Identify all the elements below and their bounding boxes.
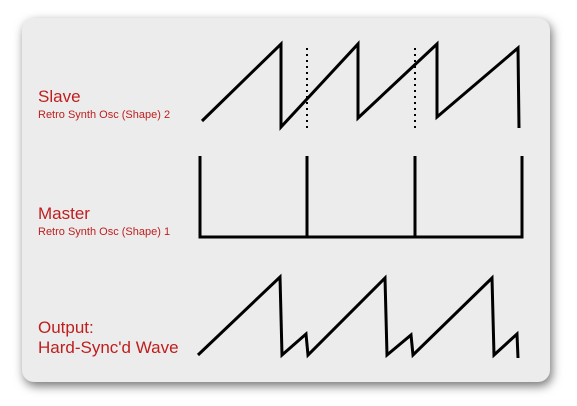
diagram-panel [22, 18, 550, 382]
output-label: Output: Hard-Sync'd Wave [38, 318, 179, 358]
output-hard-sync-wave [196, 273, 520, 359]
output-title-line1: Output: [38, 318, 94, 337]
slave-subtitle: Retro Synth Osc (Shape) 2 [38, 109, 171, 121]
output-title-line2: Hard-Sync'd Wave [38, 338, 179, 357]
slave-title: Slave [38, 87, 81, 106]
slave-label: Slave Retro Synth Osc (Shape) 2 [38, 87, 170, 122]
master-subtitle: Retro Synth Osc (Shape) 1 [38, 226, 171, 238]
master-title: Master [38, 204, 90, 223]
master-pulse-wave [198, 156, 524, 239]
master-label: Master Retro Synth Osc (Shape) 1 [38, 204, 170, 239]
slave-sawtooth-wave [200, 40, 521, 131]
